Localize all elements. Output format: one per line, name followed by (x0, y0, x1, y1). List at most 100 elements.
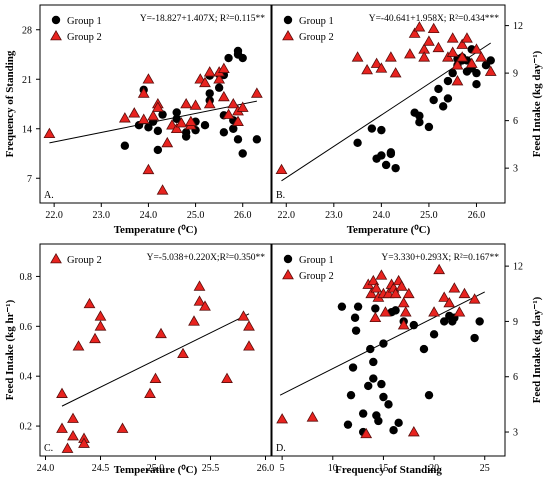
x-tick-label: 22.0 (278, 210, 296, 221)
data-point (232, 115, 244, 126)
legend: Group 2 (50, 252, 102, 266)
data-point (147, 110, 160, 121)
data-point (188, 315, 200, 326)
y-axis-title: Feed Intake (kg hr⁻¹) (4, 299, 16, 400)
y-tick-label: 6 (513, 372, 518, 383)
data-point (475, 51, 488, 62)
data-point (381, 160, 391, 170)
data-point (217, 62, 230, 73)
data-point (118, 112, 131, 123)
data-point (404, 48, 416, 59)
data-point (67, 430, 79, 441)
x-tick-label: 24.0 (373, 210, 391, 221)
data-point (94, 320, 107, 331)
series-group-1 (337, 302, 484, 437)
data-point (446, 32, 459, 43)
data-point (83, 297, 96, 309)
data-point (434, 84, 443, 94)
data-point (379, 306, 392, 317)
panel-d: 5 10 15 20 25 3 6 9 12 Frequency of Standing Feed … (271, 243, 543, 476)
x-tick-label: 25.0 (420, 210, 438, 221)
y-axis-title: Feed Intake (kg day⁻¹) (531, 50, 543, 157)
y-tick-label: 14 (22, 124, 32, 135)
data-point (233, 135, 243, 144)
x-tick-label: 23.0 (325, 210, 343, 221)
data-point (370, 57, 383, 68)
series-group-2 (56, 280, 255, 453)
data-point (451, 59, 464, 70)
x-tick-label: 24.0 (37, 463, 55, 474)
data-point (161, 136, 174, 148)
data-point (369, 311, 382, 323)
data-point (221, 372, 233, 383)
legend-marker (283, 254, 293, 264)
data-point (472, 80, 481, 89)
legend-label: Group 1 (67, 16, 102, 27)
data-point (343, 420, 353, 429)
data-point (276, 413, 289, 424)
data-point (365, 287, 378, 299)
data-point (443, 94, 453, 103)
data-point (443, 296, 456, 308)
x-tick-label: 24.5 (92, 463, 110, 474)
data-point (170, 122, 183, 134)
data-point (415, 111, 424, 121)
data-point (238, 53, 247, 63)
y-tick-label: 7 (27, 174, 32, 185)
data-point (408, 27, 421, 38)
data-point (415, 118, 424, 127)
data-point (440, 317, 449, 326)
data-point (379, 339, 388, 348)
data-point (89, 332, 101, 344)
plot-frame (39, 4, 272, 204)
data-point (238, 149, 247, 158)
legend: Group 1 Group 2 (282, 254, 334, 282)
data-point (382, 287, 395, 299)
legend-marker (50, 252, 62, 264)
data-point (175, 117, 188, 128)
data-point (366, 344, 375, 354)
data-point (367, 124, 377, 133)
y-tick-label: 21 (22, 75, 32, 86)
data-point (213, 73, 226, 84)
data-point (369, 374, 378, 383)
data-point (351, 326, 361, 335)
data-point (214, 83, 224, 92)
data-point (306, 411, 319, 422)
data-point (391, 163, 400, 173)
data-point (205, 89, 214, 98)
data-point (395, 280, 408, 291)
data-point (465, 57, 478, 68)
y-tick-label: 12 (513, 21, 523, 32)
y-tick-label: 6 (513, 116, 518, 127)
data-point (227, 97, 240, 109)
data-point (350, 313, 360, 322)
data-point (203, 66, 216, 77)
data-point (137, 87, 150, 98)
data-point (443, 76, 453, 86)
data-point (429, 95, 438, 105)
data-point (456, 38, 469, 49)
data-point (424, 122, 434, 132)
data-point (144, 123, 153, 132)
legend-marker (50, 29, 62, 41)
data-point (61, 442, 74, 453)
data-point (423, 35, 435, 46)
x-tick-label: 24.0 (140, 210, 158, 221)
legend-marker (282, 29, 294, 41)
data-point (371, 304, 380, 313)
data-point (236, 101, 249, 112)
data-point (237, 310, 250, 321)
legend-label: Group 2 (299, 32, 334, 43)
data-point (116, 422, 129, 433)
data-point (486, 56, 495, 65)
data-point (158, 110, 167, 119)
series-group-1 (120, 46, 262, 158)
data-point (199, 76, 211, 88)
data-point (389, 67, 402, 78)
x-tick-label: 10 (328, 463, 338, 474)
data-point (377, 379, 386, 389)
data-point (451, 75, 464, 86)
data-point (219, 128, 229, 137)
